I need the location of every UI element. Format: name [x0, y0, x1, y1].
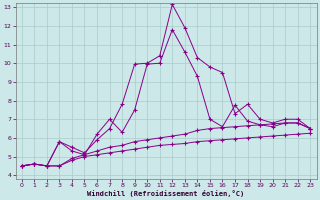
X-axis label: Windchill (Refroidissement éolien,°C): Windchill (Refroidissement éolien,°C)	[87, 190, 245, 197]
